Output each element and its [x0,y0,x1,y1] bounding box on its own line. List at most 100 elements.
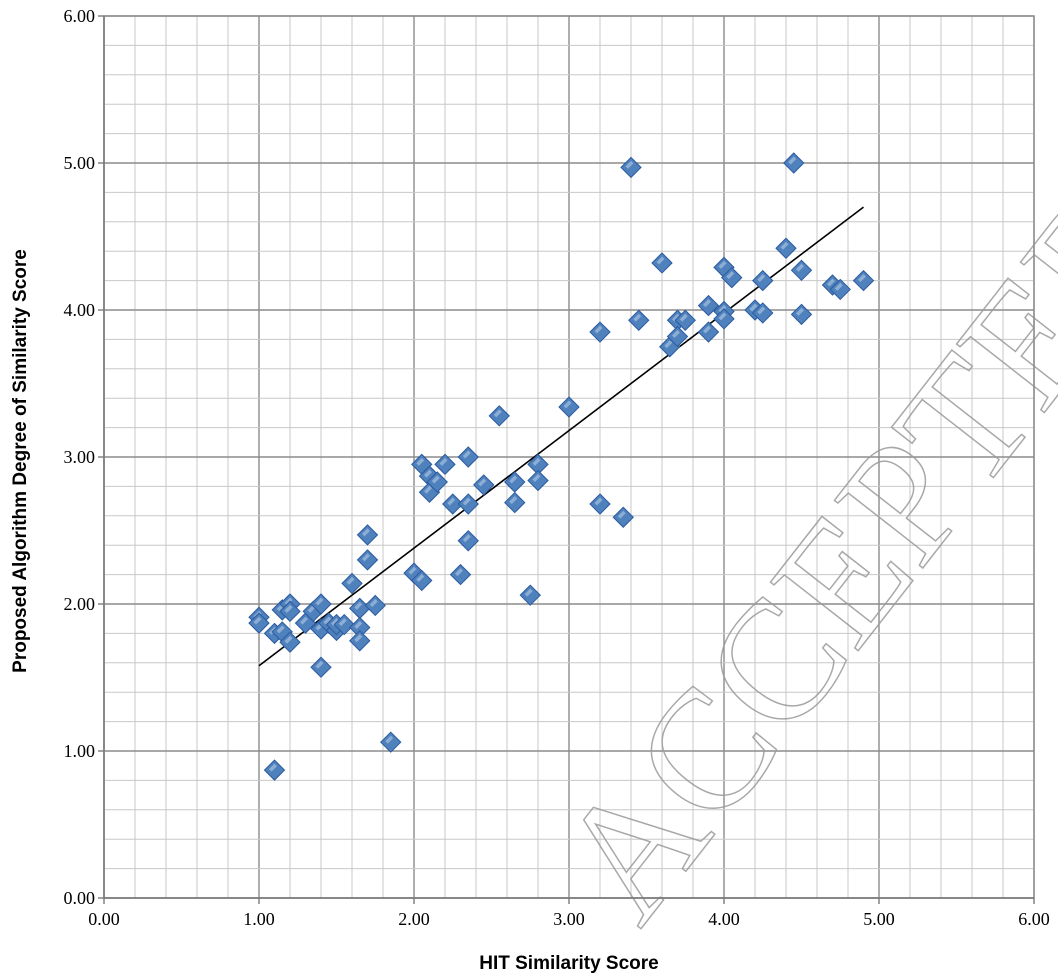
data-point [721,266,743,289]
data-point-highlight [672,329,680,338]
axis-labels: HIT Similarity Score Proposed Algorithm … [10,249,659,974]
data-point-highlight [788,156,797,165]
data-point-highlight [633,313,642,322]
data-point [852,269,875,292]
data-point [790,259,813,282]
data-point-highlight [439,457,448,466]
data-point [713,308,735,330]
data-point-highlight [594,325,603,334]
data-point-highlight [563,400,572,409]
data-point [457,493,479,515]
data-point-highlight [718,260,727,269]
data-point [589,493,611,515]
data-point-highlight [827,278,835,287]
data-point-highlight [300,616,308,625]
data-point-highlight [532,457,541,466]
data-point [349,597,371,620]
data-point-highlight [455,568,463,577]
data-point-highlight [509,475,518,484]
y-tick-label: 3.00 [64,447,96,467]
data-point [752,302,774,324]
data-point-highlight [664,340,673,349]
data-point [628,309,650,331]
data-point [790,303,813,326]
data-point [829,278,851,301]
data-point-highlight [315,660,324,669]
data-point-highlight [424,485,432,494]
data-point-highlight [431,475,440,484]
x-tick-label: 5.00 [863,909,895,929]
data-point-highlight [509,496,518,505]
data-point [504,471,526,493]
data-point-highlight [656,256,665,265]
data-point-highlight [416,573,425,582]
data-point-highlight [323,616,332,625]
data-point [697,321,720,343]
data-point [426,471,448,493]
x-tick-label: 1.00 [243,909,275,929]
data-point [380,731,402,753]
data-point-highlight [672,313,680,322]
data-point [349,630,371,652]
axes: 0.00 1.00 2.00 3.00 4.00 5.00 6.00 0.00 1.00 2.00… [64,6,1050,929]
data-point [775,237,797,259]
data-point [589,321,611,343]
data-point-highlight [462,534,471,543]
data-point-highlight [617,510,626,519]
data-point [364,594,386,617]
data-point-highlight [679,313,688,322]
data-point [558,396,580,418]
data-point-highlight [253,616,262,625]
data-point-highlight [424,469,432,478]
data-point-highlight [354,601,363,610]
data-point-highlight [780,241,789,250]
data-point [449,563,472,586]
data-point-highlight [369,598,378,607]
data-point-highlight [354,621,363,630]
data-point-highlight [331,618,339,627]
data-point [488,405,510,427]
y-axis-title: Proposed Algorithm Degree of Similarity … [10,249,31,673]
data-point [651,252,673,274]
x-tick-label: 4.00 [708,909,740,929]
data-point [612,506,634,528]
data-point [674,309,696,331]
data-point-highlight [276,625,285,634]
data-point-highlight [362,528,370,537]
data-point-highlight [338,618,347,627]
data-point-highlight [703,299,711,308]
y-tick-label: 1.00 [64,741,96,761]
data-points [248,152,875,781]
data-point [442,493,464,515]
data-point [310,656,332,678]
data-point [527,469,549,492]
data-point [263,759,286,781]
data-point-highlight [315,597,324,606]
data-point [457,446,479,468]
x-tick-label: 2.00 [398,909,430,929]
data-point-highlight [718,304,727,313]
data-point [333,613,355,636]
data-point [697,294,720,317]
data-point [356,524,379,546]
data-point-highlight [625,160,634,169]
data-point-highlight [416,457,425,466]
data-point-highlight [594,497,603,506]
data-point [411,569,433,592]
data-point-highlight [796,307,804,316]
x-tick-label: 3.00 [553,909,585,929]
data-point [783,152,805,174]
data-point-highlight [408,566,417,575]
data-point-highlight [796,263,804,272]
data-point-highlight [749,303,758,312]
data-point [279,600,301,623]
data-point [356,549,379,571]
data-point-highlight [284,604,293,613]
data-point-highlight [858,274,866,283]
data-point [341,572,363,595]
data-point [248,612,270,634]
data-point [620,156,642,179]
y-tick-label: 4.00 [64,300,96,320]
data-point-highlight [478,478,487,487]
